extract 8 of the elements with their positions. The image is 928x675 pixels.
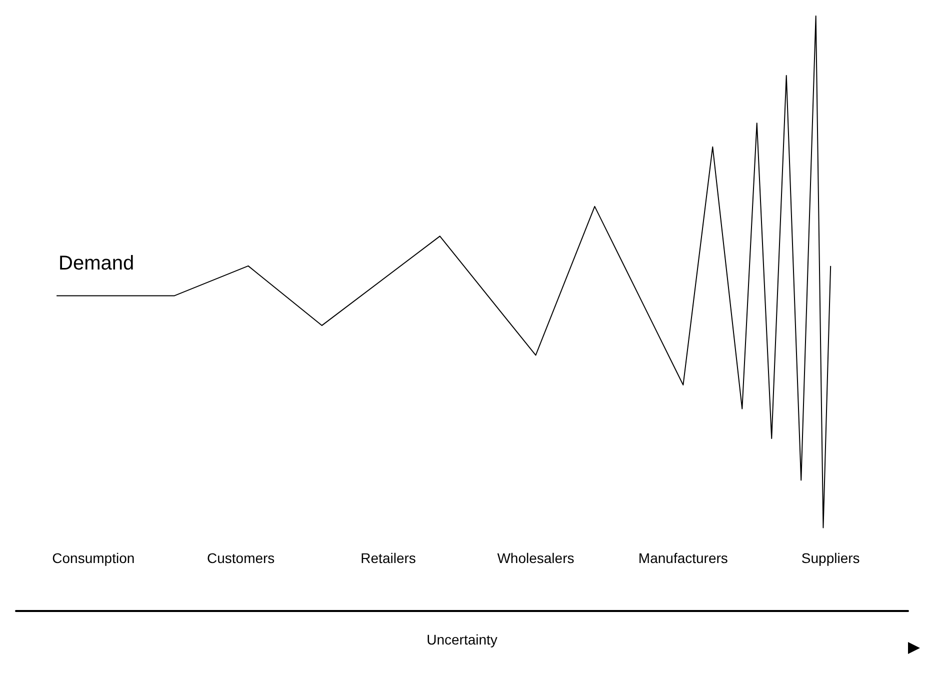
x-tick-label: Suppliers: [801, 550, 860, 566]
x-tick-label: Manufacturers: [638, 550, 728, 566]
x-tick-label: Retailers: [360, 550, 416, 566]
x-tick-label: Consumption: [52, 550, 135, 566]
series-label: Demand: [58, 252, 134, 275]
x-axis-title: Uncertainty: [426, 632, 498, 648]
x-tick-label: Wholesalers: [497, 550, 574, 566]
x-tick-label: Customers: [207, 550, 275, 566]
